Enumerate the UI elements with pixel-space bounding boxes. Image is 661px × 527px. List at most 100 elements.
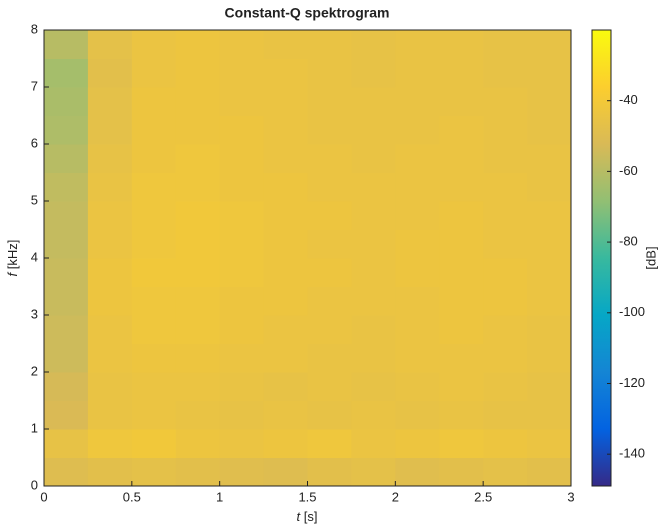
heatmap-cell [307,201,352,230]
heatmap-cell [263,201,308,230]
heatmap-cell [483,286,528,316]
heatmap-cell [175,144,221,173]
heatmap-cell [527,144,572,173]
heatmap-cell [527,229,572,259]
heatmap-cell [175,201,221,230]
heatmap-cell [87,144,133,173]
heatmap-cell [131,372,177,401]
heatmap-cell [439,400,484,430]
heatmap-cell [219,229,265,259]
heatmap-cell [351,315,396,344]
heatmap-cell [351,229,396,259]
heatmap-cell [395,201,440,230]
heatmap-cell [395,315,440,344]
heatmap-cell [439,172,484,202]
heatmap-cell [351,87,396,116]
heatmap-cell [439,315,484,344]
heatmap-cell [219,429,265,458]
heatmap-cell [527,30,572,59]
heatmap-cell [307,315,352,344]
heatmap-cell [439,144,484,173]
heatmap-cell [263,343,308,373]
colorbar-tick-label: -40 [619,92,638,107]
heatmap-cell [395,258,440,287]
heatmap-cell [351,343,396,373]
y-tick-label: 5 [31,192,38,207]
heatmap-cell [483,30,528,59]
colorbar [591,29,612,487]
heatmap-cell [44,400,89,430]
heatmap-cell [263,229,308,259]
heatmap-cell [307,58,352,88]
heatmap-cell [131,229,177,259]
colorbar-tick-label: -140 [619,446,645,461]
heatmap-cell [175,457,221,487]
heatmap-cell [263,429,308,458]
heatmap-cell [483,201,528,230]
heatmap-cell [395,58,440,88]
heatmap-cell [219,87,265,116]
heatmap-cell [351,286,396,316]
heatmap-cell [263,58,308,88]
heatmap-cell [307,372,352,401]
heatmap-cell [527,343,572,373]
heatmap-cell [44,172,89,202]
heatmap-cell [44,115,89,145]
heatmap-cell [175,429,221,458]
heatmap-cell [307,400,352,430]
x-tick-label: 1 [216,489,223,504]
heatmap-cell [439,229,484,259]
heatmap-cell [87,229,133,259]
heatmap-cell [219,372,265,401]
heatmap-cell [395,30,440,59]
heatmap-cell [44,58,89,88]
heatmap-cell [44,343,89,373]
heatmap-cell [483,343,528,373]
heatmap-cell [483,258,528,287]
heatmap-cell [131,343,177,373]
heatmap-cell [351,457,396,487]
heatmap-cell [263,286,308,316]
heatmap-cell [44,457,89,487]
heatmap-cell [263,372,308,401]
y-tick-label: 6 [31,135,38,150]
heatmap-cell [175,87,221,116]
y-tick-label: 0 [31,477,38,492]
heatmap-cell [527,372,572,401]
heatmap-cell [219,286,265,316]
heatmap-cell [87,87,133,116]
heatmap-cell [175,400,221,430]
y-tick-label: 1 [31,420,38,435]
y-tick-label: 3 [31,306,38,321]
heatmap-cell [527,115,572,145]
heatmap-cell [483,144,528,173]
heatmap-cell [131,315,177,344]
heatmap-cell [87,286,133,316]
heatmap-cell [395,400,440,430]
heatmap-cell [351,201,396,230]
x-tick-label: 0.5 [123,489,141,504]
heatmap-cell [439,201,484,230]
heatmap-cell [131,429,177,458]
heatmap-cell [87,172,133,202]
heatmap-cell [351,172,396,202]
heatmap-cell [131,286,177,316]
heatmap-cell [307,429,352,458]
heatmap-cell [175,229,221,259]
heatmap-cell [263,400,308,430]
x-tick-label: 2.5 [474,489,492,504]
heatmap-cell [44,87,89,116]
x-tick-label: 0 [40,489,47,504]
heatmap-cell [483,372,528,401]
heatmap-cell [219,144,265,173]
y-tick-label: 4 [31,249,38,264]
heatmap-cell [351,429,396,458]
colorbar-label: [dB] [643,246,658,269]
heatmap-cell [175,372,221,401]
heatmap-cell [395,115,440,145]
heatmap-cell [395,286,440,316]
heatmap-cell [219,30,265,59]
x-tick-label: 3 [567,489,574,504]
heatmap-cell [351,400,396,430]
heatmap-cell [263,115,308,145]
